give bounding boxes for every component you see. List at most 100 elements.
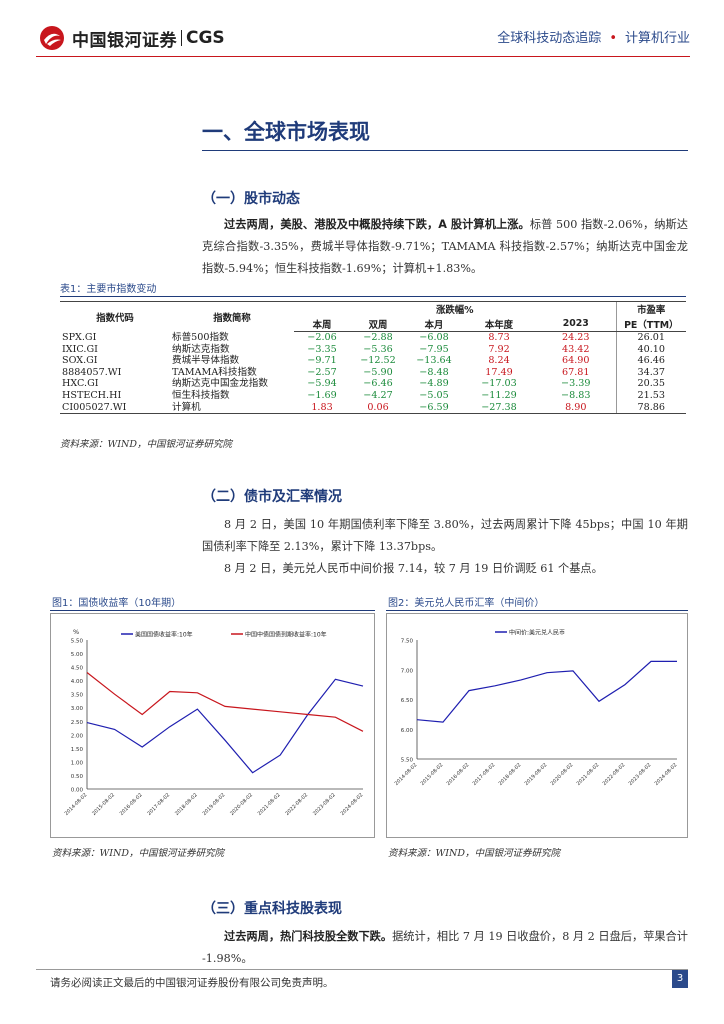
table-row: IXIC.GI 纳斯达克指数 −3.35 −5.36 −7.95 7.92 43.42 40.… xyxy=(60,343,686,356)
cell-2023: 43.42 xyxy=(562,343,590,355)
stock-text: 标普 500 指数-2.06%，纳斯达克综合指数-3.35%，费城半导体指数-9… xyxy=(202,218,688,275)
cell-ytd: −27.38 xyxy=(462,401,536,415)
x-tick-label: 2020-08-02 xyxy=(550,762,575,787)
y-tick-label: 0.50 xyxy=(71,774,84,780)
company-logo: 中国银河证券 CGS xyxy=(38,24,225,52)
cell-pe: 46.46 xyxy=(615,355,686,367)
y-axis-label: % xyxy=(73,628,79,636)
logo-chinese-name: 中国银河证券 xyxy=(72,30,177,51)
col-header-pe-bottom: PE（TTM） xyxy=(615,316,686,332)
logo-separator xyxy=(181,30,182,46)
cell-ytd: −17.03 xyxy=(481,378,517,390)
cell-ytd: −11.29 xyxy=(481,389,517,401)
tech-lead: 过去两周，热门科技股全数下跌。 xyxy=(224,930,393,943)
cell-two-weeks: −4.27 xyxy=(363,389,393,401)
chart1-container: 0.00 0.50 1.00 1.50 2.00 2.50 3.00 3.50 4.00 4.50… xyxy=(50,613,375,838)
tech-paragraph: 过去两周，热门科技股全数下跌。据统计，相比 7 月 19 日收盘价，8 月 2 … xyxy=(202,926,688,970)
table-row: CI005027.WI 计算机 1.83 0.06 −6.59 −27.38 8.90 78.… xyxy=(60,401,686,415)
cell-code: CI005027.WI xyxy=(60,401,170,415)
footer-rule xyxy=(36,969,688,970)
table-body: SPX.GI 标普500指数 −2.06 −2.88 −6.08 8.73 24.23 26.… xyxy=(60,331,686,415)
x-tick-label: 2018-08-02 xyxy=(498,762,523,787)
cell-pe: 78.86 xyxy=(615,401,686,415)
cell-code: HSTECH.HI xyxy=(62,389,122,401)
x-tick-label: 2015-08-02 xyxy=(420,762,445,787)
cell-month: −7.95 xyxy=(419,343,449,355)
cell-week: −2.57 xyxy=(307,366,337,378)
col-header-code: 指数代码 xyxy=(60,301,170,332)
y-tick-label: 3.00 xyxy=(71,706,84,712)
header-report-info: 全球科技动态追踪 • 计算机行业 xyxy=(497,27,690,46)
series-line xyxy=(86,678,364,774)
report-series: 全球科技动态追踪 xyxy=(497,31,602,46)
x-tick-label: 2021-08-02 xyxy=(257,792,282,817)
cell-pe: 34.37 xyxy=(615,366,686,379)
tech-text: 据统计，相比 7 月 19 日收盘价，8 月 2 日盘后，苹果合计 -1.98%… xyxy=(202,930,688,965)
series-line xyxy=(86,672,364,732)
logo-english-name: CGS xyxy=(186,28,225,48)
table-row: HXC.GI 纳斯达克中国金龙指数 −5.94 −6.46 −4.89 −17.03 −3.… xyxy=(60,378,686,390)
cell-month: −8.48 xyxy=(419,366,449,378)
section-title-rule xyxy=(202,150,688,151)
cell-name: 费城半导体指数 xyxy=(172,355,240,367)
cell-name: 纳斯达克中国金龙指数 xyxy=(172,378,268,390)
col-header-week: 本周 xyxy=(294,316,350,332)
cell-code: 8884057.WI xyxy=(62,366,122,378)
bond-paragraph-2: 8 月 2 日，美元兑人民币中间价报 7.14，较 7 月 19 日价调贬 61… xyxy=(224,562,603,575)
y-tick-label: 2.00 xyxy=(71,733,84,739)
x-tick-label: 2014-08-02 xyxy=(64,792,89,817)
y-tick-label: 4.50 xyxy=(71,666,84,672)
x-tick-label: 2020-08-02 xyxy=(229,792,254,817)
x-tick-label: 2016-08-02 xyxy=(446,762,471,787)
page-number: 3 xyxy=(672,970,688,988)
cell-ytd: 8.24 xyxy=(488,355,510,367)
usdcny-chart: 5.50 6.00 6.50 7.00 7.50 2014-08-02 2015-08-02… xyxy=(394,629,679,787)
y-tick-label: 5.00 xyxy=(71,652,84,658)
cell-pe: 26.01 xyxy=(615,331,686,344)
table-row: SOX.GI 费城半导体指数 −9.71 −12.52 −13.64 8.24 64.90 4… xyxy=(60,355,686,367)
cell-pe: 21.53 xyxy=(615,389,686,402)
cell-2023: 67.81 xyxy=(562,366,590,378)
cell-week: −3.35 xyxy=(307,343,337,355)
bond-heading: （二）债市及汇率情况 xyxy=(202,489,342,505)
chart2-caption-rule xyxy=(386,610,688,611)
col-header-change-group: 涨跌幅% xyxy=(294,301,616,317)
x-tick-label: 2022-08-02 xyxy=(284,792,309,817)
x-tick-label: 2017-08-02 xyxy=(472,762,497,787)
col-header-two-weeks: 双周 xyxy=(350,316,406,332)
cell-two-weeks: −12.52 xyxy=(360,355,396,367)
cell-ytd: 17.49 xyxy=(485,366,513,378)
y-tick-label: 5.50 xyxy=(71,639,84,645)
table-caption-rule xyxy=(60,296,686,297)
stock-lead: 过去两周，美股、港股及中概股持续下跌，A 股计算机上涨。 xyxy=(224,218,530,231)
x-tick-label: 2022-08-02 xyxy=(602,762,627,787)
cell-week: −9.71 xyxy=(307,355,337,367)
x-tick-label: 2023-08-02 xyxy=(628,762,653,787)
stock-paragraph: 过去两周，美股、港股及中概股持续下跌，A 股计算机上涨。标普 500 指数-2.… xyxy=(202,214,688,280)
chart1-caption: 图1：国债收益率（10年期） xyxy=(52,598,182,609)
chart2-source: 资料来源：WIND，中国银河证券研究院 xyxy=(388,848,560,859)
cell-week: −2.06 xyxy=(307,332,337,343)
cell-2023: 24.23 xyxy=(562,332,590,343)
tech-heading: （三）重点科技股表现 xyxy=(202,901,342,917)
table-source: 资料来源：WIND，中国银河证券研究院 xyxy=(60,439,232,450)
cell-code: HXC.GI xyxy=(62,378,99,390)
industry-label: 计算机行业 xyxy=(624,31,690,46)
col-header-2023: 2023 xyxy=(536,316,616,332)
cell-week: 1.83 xyxy=(294,401,350,415)
index-table: 指数代码 指数简称 涨跌幅% 市盈率 本周 双周 本月 本年度 2023 PE（… xyxy=(60,301,686,415)
cell-ytd: 7.92 xyxy=(488,343,510,355)
footer-disclaimer: 请务必阅读正文最后的中国银河证券股份有限公司免责声明。 xyxy=(50,977,334,989)
cell-code: IXIC.GI xyxy=(62,343,98,355)
cell-code: SPX.GI xyxy=(62,331,97,343)
cell-two-weeks: −5.36 xyxy=(363,343,393,355)
cell-code: SOX.GI xyxy=(62,355,98,367)
legend-label: 中间价:美元兑人民币 xyxy=(509,629,565,637)
table-row: SPX.GI 标普500指数 −2.06 −2.88 −6.08 8.73 24.23 26.… xyxy=(60,331,686,344)
cell-month: −4.89 xyxy=(419,378,449,390)
y-tick-label: 6.50 xyxy=(401,698,414,704)
table-header-row-1: 指数代码 指数简称 涨跌幅% 市盈率 xyxy=(60,301,686,332)
cell-name: 计算机 xyxy=(170,401,294,415)
cell-2023: −8.83 xyxy=(561,389,591,401)
chart1-caption-rule xyxy=(50,610,375,611)
